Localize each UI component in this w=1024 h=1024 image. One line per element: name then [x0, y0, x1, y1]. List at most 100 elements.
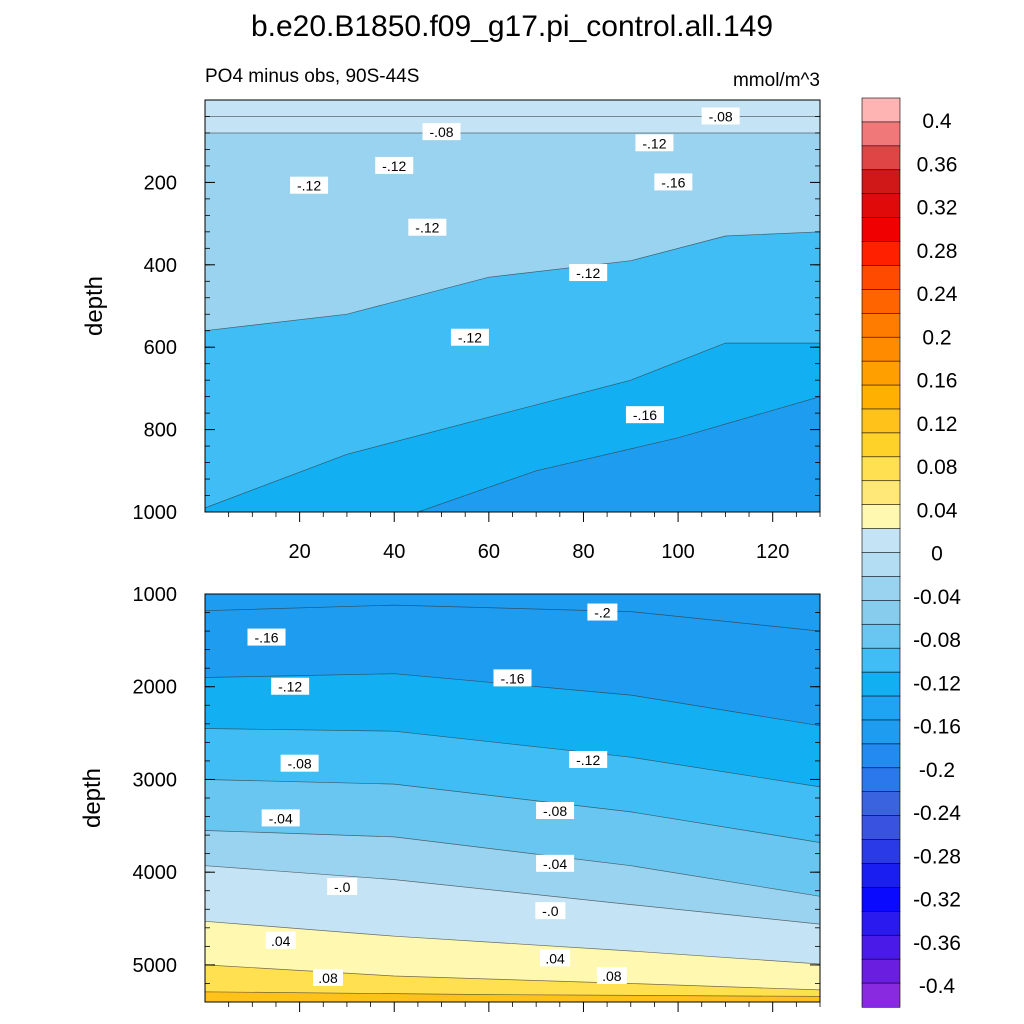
- colorbar-labels: 0.4 0.36 0.32 0.28 0.24 0.2 0.16 0.12 0.08 0.04 0 -…: [913, 110, 961, 998]
- upper-contour-label: -.16: [633, 407, 657, 423]
- colorbar-swatch: [861, 456, 901, 482]
- lower-contour-label: .04: [271, 933, 291, 949]
- colorbar-swatch: [861, 432, 901, 458]
- colorbar-swatch: [861, 934, 901, 960]
- colorbar-swatch: [861, 958, 901, 984]
- colorbar-swatch: [861, 360, 901, 386]
- upper-y-axis: 200 400 600 800 1000: [133, 99, 820, 524]
- colorbar-label: 0.16: [917, 370, 958, 393]
- colorbar-swatch: [861, 839, 901, 865]
- colorbar-swatch: [861, 384, 901, 410]
- colorbar-swatch: [861, 312, 901, 338]
- upper-contour-label: -.12: [415, 220, 439, 236]
- lower-contour-label: -.0: [542, 903, 559, 919]
- colorbar-label: -0.36: [913, 932, 961, 955]
- lower-contour-label-box: [265, 931, 296, 949]
- colorbar-swatches: [861, 97, 901, 1008]
- upper-contour-label-box: [375, 156, 414, 174]
- upper-y-tick-label: 800: [144, 420, 177, 442]
- upper-y-tick-label: 200: [144, 172, 177, 194]
- colorbar-swatch: [861, 647, 901, 673]
- colorbar-label: 0.12: [917, 413, 958, 436]
- colorbar: 0.4 0.36 0.32 0.28 0.24 0.2 0.16 0.12 0.08 0.04 0 -…: [861, 97, 961, 1008]
- lower-contour-label-box: [536, 801, 575, 819]
- colorbar-label: -0.32: [913, 889, 961, 912]
- colorbar-swatch: [861, 982, 901, 1008]
- upper-x-tick-label: 20: [288, 541, 310, 563]
- lower-contour-label-box: [536, 854, 575, 872]
- lower-contour-band: [205, 964, 820, 1002]
- colorbar-swatch: [861, 265, 901, 290]
- colorbar-label: -0.16: [913, 716, 961, 739]
- upper-x-axis: 20 40 60 80 100 120: [228, 512, 821, 563]
- colorbar-swatch: [861, 576, 901, 601]
- upper-subtitle-left: PO4 minus obs, 90S-44S: [205, 66, 419, 87]
- lower-contour-label: -.12: [278, 679, 302, 695]
- lower-panel: -.2 -.16 -.16 -.12 -.12 -.08 -.08 -.04 -.04 -.0 -.…: [79, 584, 821, 1012]
- upper-contour-label-box: [654, 173, 693, 191]
- lower-contour-fills: [205, 604, 820, 1002]
- colorbar-swatch: [861, 863, 901, 888]
- colorbar-label: -0.08: [913, 629, 961, 652]
- lower-contour-label: .08: [602, 968, 622, 984]
- upper-y-tick-label: 600: [144, 337, 177, 359]
- colorbar-label: 0.24: [917, 283, 958, 306]
- upper-y-axis-label: depth: [81, 276, 108, 336]
- upper-contour-label-box: [635, 134, 674, 152]
- lower-contour-label: -.12: [576, 752, 600, 768]
- lower-contour-label-box: [271, 677, 310, 695]
- lower-contour-label-box: [493, 669, 532, 687]
- colorbar-swatch: [861, 480, 901, 506]
- lower-contour-label: -.16: [500, 670, 524, 686]
- lower-x-axis: [228, 1002, 821, 1012]
- lower-contour-label: -.2: [594, 605, 611, 621]
- upper-y-tick-label: 1000: [133, 502, 178, 524]
- lower-y-axis: 1000 2000 3000 4000 5000: [133, 584, 820, 1003]
- upper-contour-label-box: [450, 328, 489, 346]
- upper-contour-label: -.08: [429, 124, 453, 140]
- lower-contour-label: -.04: [269, 810, 293, 826]
- colorbar-label: -0.4: [919, 975, 956, 998]
- colorbar-label: 0.4: [922, 110, 952, 133]
- colorbar-swatch: [861, 911, 901, 936]
- colorbar-swatch: [861, 695, 901, 721]
- colorbar-swatch: [861, 600, 901, 625]
- colorbar-swatch: [861, 504, 901, 530]
- upper-contour-label-box: [422, 123, 461, 141]
- upper-x-tick-label: 120: [756, 541, 789, 563]
- colorbar-swatch: [861, 552, 901, 578]
- colorbar-swatch: [861, 193, 901, 219]
- upper-contour-label-box: [569, 264, 608, 282]
- upper-contour-labels: -.08 -.08 -.12 -.12 -.12 -.12 -.12 -.12 -.16 -.16: [290, 107, 740, 424]
- colorbar-swatch: [861, 671, 901, 697]
- colorbar-swatch: [861, 791, 901, 817]
- upper-x-tick-label: 40: [383, 541, 405, 563]
- colorbar-label: 0.2: [922, 326, 951, 349]
- upper-contour-band: [380, 396, 820, 512]
- colorbar-swatch: [861, 887, 901, 912]
- colorbar-swatch: [861, 719, 901, 745]
- colorbar-swatch: [861, 97, 901, 123]
- lower-contour-label-box: [596, 967, 627, 985]
- colorbar-label: 0.32: [917, 197, 958, 220]
- lower-contour-label: .08: [318, 970, 338, 986]
- upper-contour-label: -.12: [382, 158, 406, 174]
- upper-x-tick-label: 100: [661, 541, 694, 563]
- figure-title: b.e20.B1850.f09_g17.pi_control.all.149: [251, 10, 773, 43]
- lower-contour-label-box: [569, 750, 608, 768]
- colorbar-label: 0.28: [917, 240, 958, 263]
- lower-y-tick-label: 2000: [133, 677, 178, 699]
- colorbar-swatch: [861, 217, 901, 243]
- upper-contour-label: -.12: [297, 178, 321, 194]
- colorbar-label: -0.12: [913, 672, 961, 695]
- upper-contour-label-box: [625, 406, 664, 424]
- upper-contour-label-box: [701, 107, 740, 125]
- colorbar-swatch: [861, 623, 901, 649]
- lower-y-tick-label: 3000: [133, 769, 178, 791]
- colorbar-label: 0.36: [917, 153, 958, 176]
- colorbar-swatch: [861, 767, 901, 793]
- colorbar-label: 0.08: [917, 456, 958, 479]
- lower-contour-label: -.08: [288, 756, 312, 772]
- colorbar-label: -0.04: [913, 586, 961, 609]
